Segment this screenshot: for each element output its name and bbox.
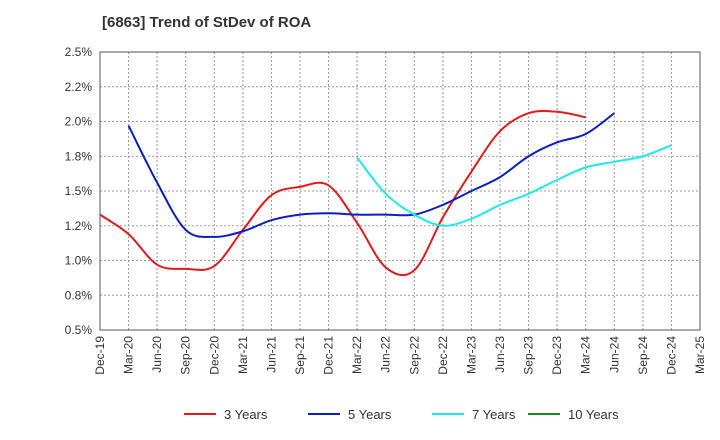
x-tick-label: Mar-24	[579, 336, 593, 374]
x-tick-label: Dec-19	[93, 336, 107, 375]
y-axis-ticks: 0.5% 0.8% 1.0% 1.2% 1.5% 1.8% 2.0% 2.2% 2.5%	[65, 45, 93, 337]
legend: 3 Years 5 Years 7 Years 10 Years	[184, 407, 619, 422]
legend-label: 10 Years	[568, 407, 619, 422]
x-tick-label: Dec-21	[322, 336, 336, 375]
plot-border	[99, 51, 701, 331]
y-tick-label: 0.5%	[65, 323, 93, 337]
series-line-1	[99, 109, 586, 277]
x-tick-label: Sep-22	[407, 336, 421, 375]
x-tick-label: Mar-22	[350, 336, 364, 374]
series-line-3	[356, 144, 672, 227]
x-axis-ticks: Dec-19 Mar-20 Jun-20 Sep-20 Dec-20 Mar-21 Jun-…	[93, 336, 707, 375]
x-tick-label: Dec-24	[664, 336, 678, 375]
x-tick-label: Sep-23	[522, 336, 536, 375]
series-line-2	[127, 112, 615, 238]
y-tick-label: 2.2%	[65, 80, 93, 94]
x-tick-label: Sep-20	[179, 336, 193, 375]
legend-label: 3 Years	[224, 407, 268, 422]
y-tick-label: 2.0%	[65, 115, 93, 129]
x-tick-label: Mar-21	[236, 336, 250, 374]
x-tick-label: Mar-20	[122, 336, 136, 374]
x-tick-label: Mar-23	[464, 336, 478, 374]
y-tick-label: 2.5%	[65, 45, 93, 59]
legend-label: 5 Years	[348, 407, 392, 422]
x-tick-label: Sep-21	[293, 336, 307, 375]
y-tick-label: 1.5%	[65, 184, 93, 198]
x-tick-label: Jun-23	[493, 336, 507, 373]
x-tick-label: Jun-24	[607, 336, 621, 373]
y-tick-label: 1.8%	[65, 149, 93, 163]
x-tick-label: Jun-21	[264, 336, 278, 373]
y-tick-label: 1.2%	[65, 219, 93, 233]
y-tick-label: 0.8%	[65, 288, 93, 302]
legend-label: 7 Years	[472, 407, 516, 422]
x-tick-label: Mar-25	[693, 336, 707, 374]
x-tick-label: Jun-20	[150, 336, 164, 373]
y-tick-label: 1.0%	[65, 254, 93, 268]
series-lines	[99, 109, 672, 277]
x-tick-label: Sep-24	[636, 336, 650, 375]
x-tick-label: Dec-22	[436, 336, 450, 375]
x-tick-label: Dec-23	[550, 336, 564, 375]
x-tick-label: Dec-20	[207, 336, 221, 375]
x-tick-label: Jun-22	[379, 336, 393, 373]
chart-title: [6863] Trend of StDev of ROA	[102, 14, 312, 31]
